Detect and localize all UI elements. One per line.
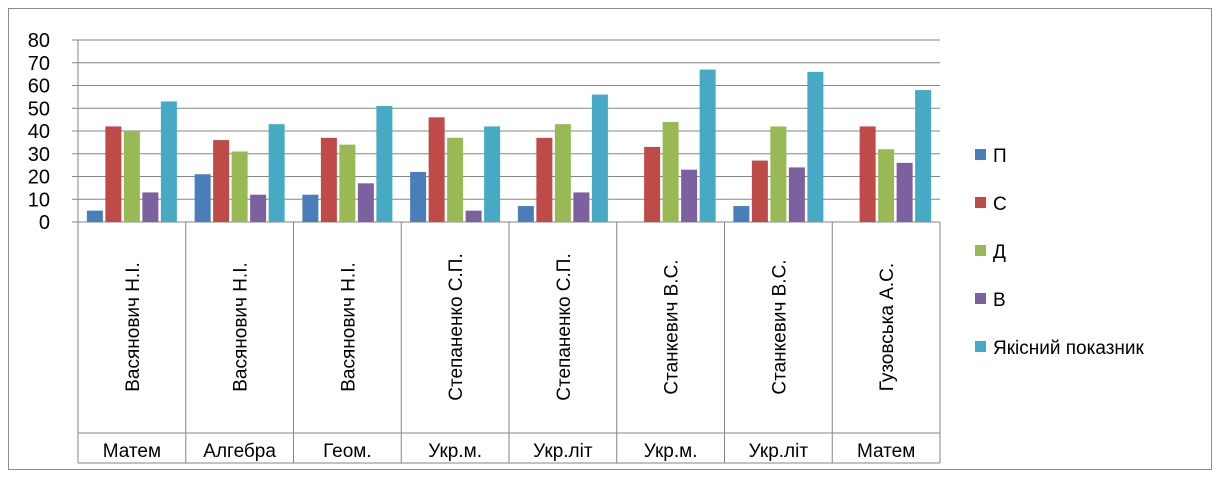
category-label-teacher: Степаненко С.П. xyxy=(446,253,467,401)
legend-swatch xyxy=(975,341,986,352)
bar xyxy=(123,131,140,222)
bar xyxy=(213,140,230,222)
bar xyxy=(428,117,445,222)
y-tick-label: 60 xyxy=(28,76,50,98)
category-label-teacher: Васянович Н.І. xyxy=(338,262,359,392)
y-tick-label: 70 xyxy=(28,53,50,75)
bar xyxy=(662,121,679,222)
bar xyxy=(194,174,211,222)
bar xyxy=(915,90,932,222)
bar xyxy=(770,126,787,222)
legend-label: С xyxy=(993,194,1007,215)
y-tick-label: 40 xyxy=(28,121,50,143)
category-label-subject: Матем xyxy=(857,441,915,462)
y-tick-label: 10 xyxy=(28,189,50,211)
bar xyxy=(517,206,534,222)
bar xyxy=(231,151,248,222)
bar xyxy=(788,167,805,222)
y-tick-label: 30 xyxy=(28,144,50,166)
category-label-subject: Матем xyxy=(103,441,161,462)
bar xyxy=(302,194,319,222)
bar xyxy=(484,126,501,222)
bar xyxy=(268,124,285,222)
bar xyxy=(376,105,393,222)
bar xyxy=(644,146,661,222)
category-label-subject: Алгебра xyxy=(203,441,276,462)
category-label-teacher: Станкевич В.С. xyxy=(769,259,790,394)
category-label-teacher: Степаненко С.П. xyxy=(554,253,575,401)
bar xyxy=(86,210,103,222)
category-label-teacher: Васянович Н.І. xyxy=(123,262,144,392)
bar xyxy=(699,69,716,222)
category-label-subject: Укр.м. xyxy=(428,441,482,462)
y-tick-label: 20 xyxy=(28,167,50,189)
bar xyxy=(591,94,608,222)
legend-label: В xyxy=(993,290,1006,311)
legend-label: Д xyxy=(993,242,1006,263)
y-tick-label: 50 xyxy=(28,98,50,120)
y-tick-label: 80 xyxy=(28,30,50,52)
bar xyxy=(807,71,824,222)
y-tick-label: 0 xyxy=(39,212,50,234)
legend-swatch xyxy=(975,197,986,208)
bar xyxy=(751,160,768,222)
bar xyxy=(465,210,482,222)
legend-label: П xyxy=(993,146,1007,167)
bar xyxy=(357,183,374,222)
bar xyxy=(896,162,913,222)
bar xyxy=(320,137,337,222)
category-label-subject: Укр.м. xyxy=(644,441,698,462)
bar xyxy=(733,206,750,222)
bar xyxy=(554,124,571,222)
bar xyxy=(105,126,122,222)
category-label-teacher: Станкевич В.С. xyxy=(662,259,683,394)
category-label-subject: Укр.літ xyxy=(533,441,593,462)
category-label-subject: Укр.літ xyxy=(749,441,809,462)
bar xyxy=(859,126,876,222)
category-label-subject: Геом. xyxy=(323,441,372,462)
legend-swatch xyxy=(975,245,986,256)
bar xyxy=(573,192,590,222)
bar xyxy=(878,149,895,222)
bar xyxy=(339,144,356,222)
legend-label: Якісний показник xyxy=(993,338,1145,359)
bar xyxy=(447,137,464,222)
legend-swatch xyxy=(975,293,986,304)
category-label-teacher: Гузовська А.С. xyxy=(877,263,898,391)
bar xyxy=(536,137,553,222)
bar xyxy=(250,194,267,222)
bar xyxy=(410,171,427,222)
bar xyxy=(681,169,698,222)
category-label-teacher: Васянович Н.І. xyxy=(231,262,252,392)
bar xyxy=(160,101,177,222)
legend-swatch xyxy=(975,149,986,160)
bar xyxy=(142,192,159,222)
